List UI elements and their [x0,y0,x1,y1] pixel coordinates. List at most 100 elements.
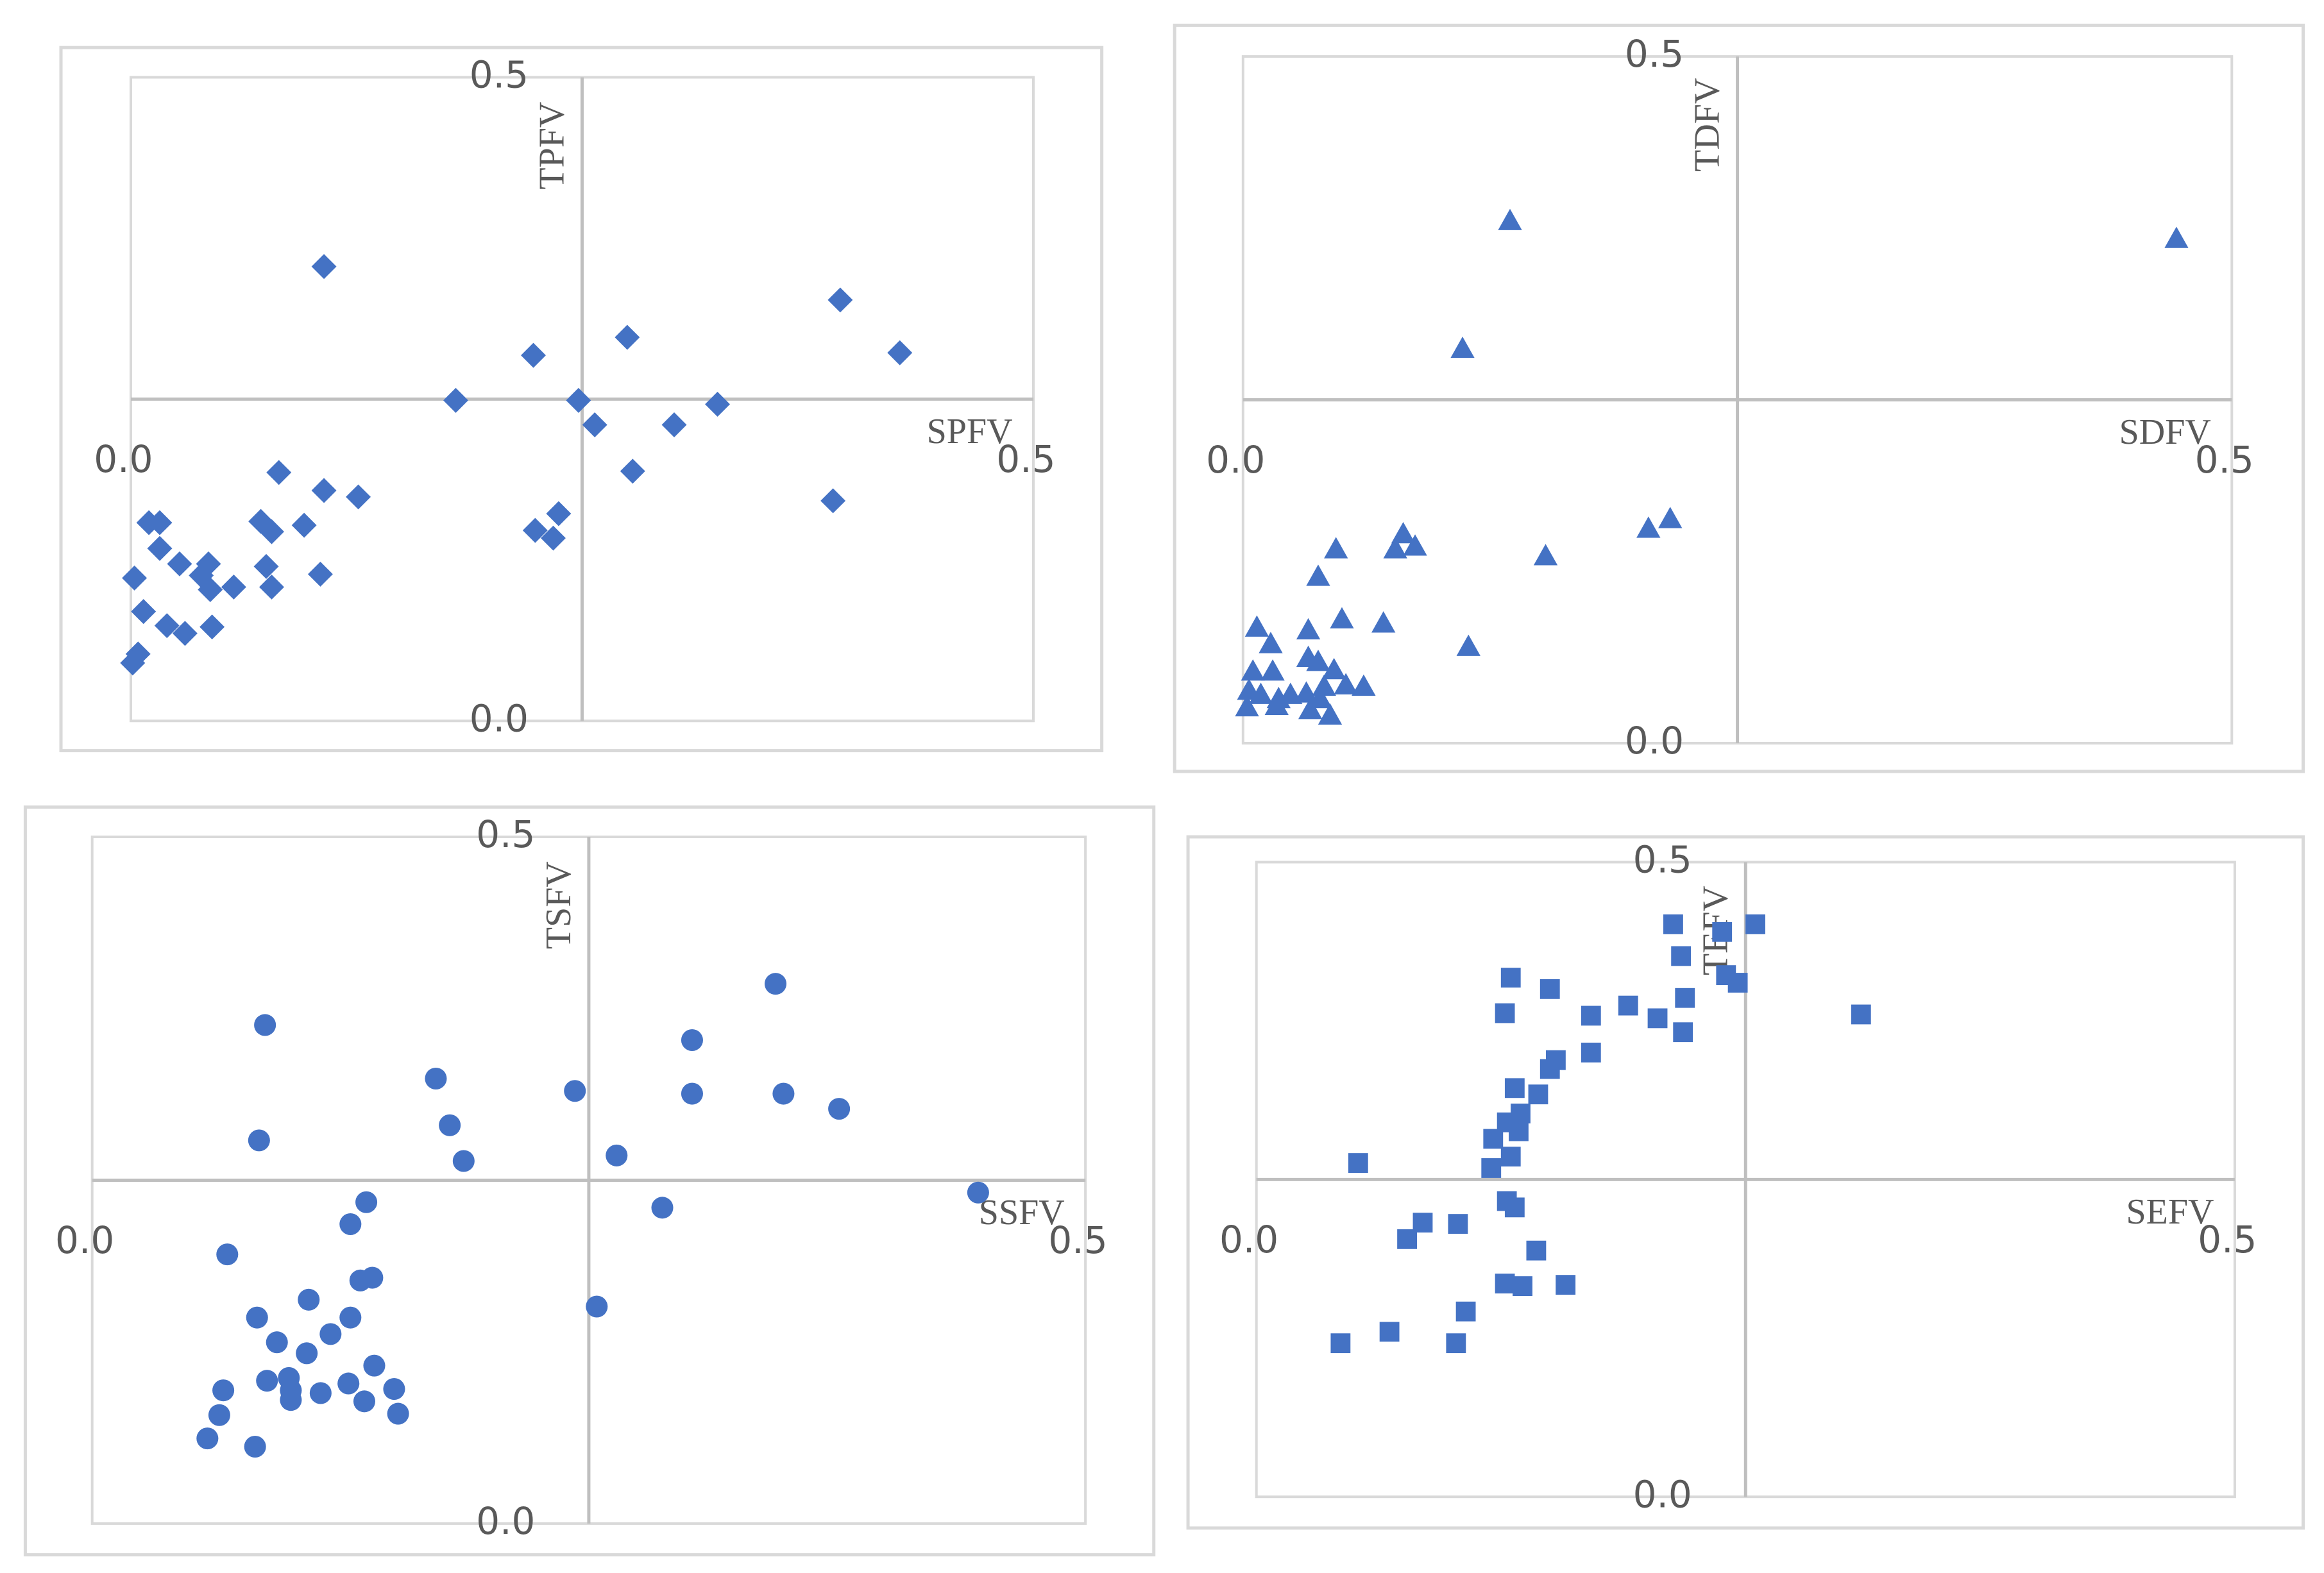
point [221,574,246,600]
point [259,574,284,600]
point [1456,634,1480,656]
point [256,1370,278,1392]
point [147,535,173,561]
point [147,510,173,535]
point [1324,537,1348,559]
point [349,1269,371,1291]
point [452,1150,475,1172]
point [1483,1129,1504,1149]
point [1671,946,1692,966]
point [199,614,225,640]
point [355,1191,378,1213]
point [522,517,548,543]
x-axis-title: SEFV [2126,1192,2214,1232]
point [1371,611,1396,633]
point [1481,1158,1502,1178]
point [1379,1322,1400,1342]
point [425,1067,447,1090]
point [196,1427,219,1450]
point [1296,618,1321,640]
point [248,1129,270,1152]
point [1500,1147,1521,1167]
point [1556,1275,1576,1295]
point [1673,1022,1693,1043]
point [1259,632,1283,653]
point [387,1402,409,1425]
point [1533,544,1558,566]
point [353,1390,376,1413]
point [1391,521,1416,544]
x-tick-label: 0.0 [1219,1218,1278,1261]
point [339,1306,362,1329]
point [1528,1084,1548,1105]
point [705,391,731,417]
point [248,509,274,534]
y-axis-title: TDFV [1688,78,1727,172]
x-tick-label: 0.0 [55,1218,114,1262]
point [1306,650,1330,671]
point [1509,1121,1529,1141]
chart: 0.00.50.00.5SEFVTEFV [1186,835,2305,1530]
point [346,484,371,510]
y-tick-label: 0.0 [470,696,529,740]
point [122,565,148,591]
point [1727,973,1748,993]
y-tick-label: 0.0 [1633,1472,1692,1516]
x-axis-title: SSFV [979,1193,1065,1232]
point [1495,1274,1515,1294]
point [383,1377,405,1401]
point [1504,1078,1525,1098]
point [266,460,292,485]
point [443,387,468,413]
point [296,1342,318,1365]
point [216,1243,239,1266]
point [681,1029,703,1052]
point [1244,615,1269,637]
point [1675,988,1695,1008]
y-axis-title: TSFV [539,861,579,949]
y-tick-label: 0.5 [1633,838,1692,882]
point [887,340,913,366]
point [586,1295,608,1318]
point [566,387,591,413]
point [1306,564,1330,586]
point [1294,681,1319,703]
point [1495,1003,1515,1023]
point [820,488,846,514]
point [1539,979,1560,999]
point [661,412,687,437]
x-tick-label: 0.5 [2198,1218,2257,1261]
point [1498,208,1522,230]
x-tick-label: 0.0 [1206,438,1265,482]
point [1397,1229,1417,1249]
point [125,641,151,667]
point [280,1389,302,1411]
point [1278,682,1303,704]
point [254,1014,276,1036]
point [291,512,317,538]
point [266,1331,288,1354]
point [772,1082,795,1105]
point [167,551,192,576]
point [967,1181,989,1204]
x-tick-label: 0.5 [1048,1218,1107,1262]
point [1260,659,1285,681]
point [311,478,337,503]
point [298,1288,320,1311]
point [1352,674,1376,696]
point [1526,1240,1547,1261]
point [131,599,157,625]
point [2164,226,2189,248]
point [212,1379,235,1402]
y-axis-title: TPFV [532,102,572,190]
point [1334,673,1358,694]
point [615,324,640,350]
point [1264,693,1289,715]
x-tick-label: 0.5 [2195,438,2254,482]
point [363,1354,386,1377]
point [319,1323,342,1345]
